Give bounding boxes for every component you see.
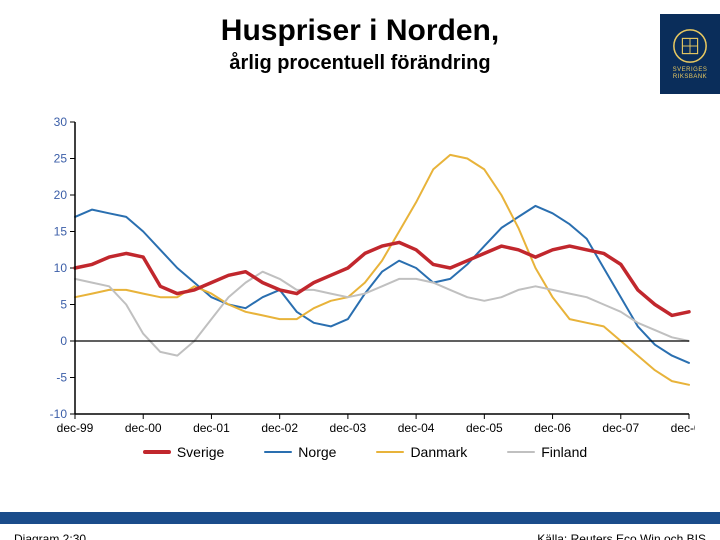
svg-text:20: 20 <box>54 188 68 202</box>
diagram-number: Diagram 2:30 <box>14 532 86 540</box>
legend-item: Sverige <box>143 440 224 464</box>
legend-label: Finland <box>541 444 587 460</box>
svg-text:-5: -5 <box>56 371 67 385</box>
legend-swatch <box>264 451 292 453</box>
svg-text:dec-08: dec-08 <box>671 421 695 435</box>
svg-text:dec-02: dec-02 <box>261 421 298 435</box>
svg-text:30: 30 <box>54 115 68 129</box>
svg-text:dec-07: dec-07 <box>602 421 639 435</box>
page-title: Huspriser i Norden, <box>0 14 720 48</box>
series-line <box>75 206 689 363</box>
legend-swatch <box>507 451 535 453</box>
series-line <box>75 155 689 385</box>
legend-label: Danmark <box>410 444 467 460</box>
svg-text:0: 0 <box>60 334 67 348</box>
riksbank-logo: SVERIGESRIKSBANK <box>660 14 720 94</box>
page-subtitle: årlig procentuell förändring <box>0 52 720 75</box>
svg-text:dec-00: dec-00 <box>125 421 162 435</box>
divider-bar <box>0 512 720 524</box>
chart-svg: -10 -5 0 5 10 15 20 25 30 dec-99 dec-00 dec-01 dec-0… <box>35 114 695 459</box>
legend-item: Norge <box>264 440 336 464</box>
svg-text:10: 10 <box>54 261 68 275</box>
line-chart: -10 -5 0 5 10 15 20 25 30 dec-99 dec-00 dec-01 dec-0… <box>35 114 695 484</box>
logo-text: SVERIGESRIKSBANK <box>673 67 708 80</box>
svg-text:dec-99: dec-99 <box>57 421 94 435</box>
svg-text:dec-04: dec-04 <box>398 421 435 435</box>
legend-label: Norge <box>298 444 336 460</box>
svg-text:-10: -10 <box>50 407 68 421</box>
legend-item: Finland <box>507 440 587 464</box>
svg-text:dec-03: dec-03 <box>330 421 367 435</box>
legend-swatch <box>143 450 171 454</box>
svg-text:dec-01: dec-01 <box>193 421 230 435</box>
logo-icon <box>671 27 709 65</box>
chart-legend: Sverige Norge Danmark Finland <box>35 440 695 464</box>
svg-text:5: 5 <box>60 298 67 312</box>
svg-text:25: 25 <box>54 152 68 166</box>
svg-text:dec-06: dec-06 <box>534 421 571 435</box>
legend-item: Danmark <box>376 440 467 464</box>
legend-swatch <box>376 451 404 453</box>
svg-text:dec-05: dec-05 <box>466 421 503 435</box>
series-line <box>75 272 689 356</box>
source-text: Källa: Reuters Eco.Win och BIS <box>537 532 706 540</box>
legend-label: Sverige <box>177 444 224 460</box>
series-line <box>75 242 689 315</box>
svg-text:15: 15 <box>54 225 68 239</box>
